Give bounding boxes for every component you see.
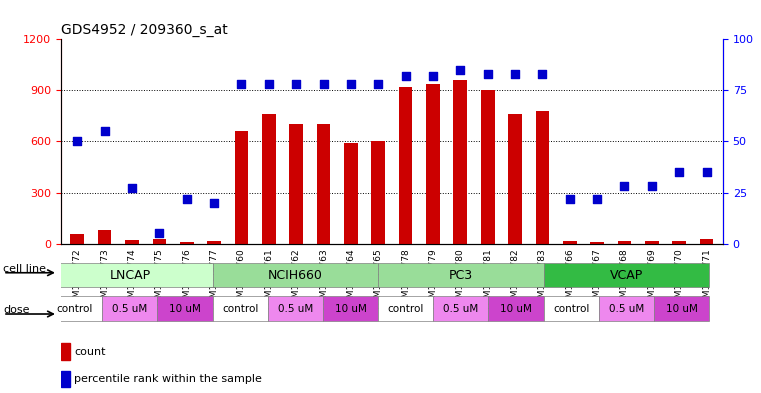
FancyBboxPatch shape [47, 296, 102, 321]
Bar [125, 240, 139, 244]
Point [482, 71, 494, 77]
Text: GDS4952 / 209360_s_at: GDS4952 / 209360_s_at [61, 23, 228, 37]
Bar [672, 241, 686, 244]
Text: 0.5 uM: 0.5 uM [609, 303, 644, 314]
Point [208, 200, 220, 206]
Text: control: control [387, 303, 424, 314]
Point [126, 185, 138, 192]
Text: 10 uM: 10 uM [666, 303, 698, 314]
Bar [98, 230, 112, 244]
Bar [317, 125, 330, 244]
FancyBboxPatch shape [47, 263, 212, 287]
Text: 10 uM: 10 uM [500, 303, 532, 314]
Text: control: control [553, 303, 590, 314]
Bar [399, 87, 412, 244]
FancyBboxPatch shape [378, 296, 433, 321]
Text: percentile rank within the sample: percentile rank within the sample [75, 374, 262, 384]
Text: VCAP: VCAP [610, 268, 643, 282]
Text: PC3: PC3 [449, 268, 473, 282]
Point [99, 128, 111, 134]
Bar [71, 234, 84, 244]
Point [509, 71, 521, 77]
Point [372, 81, 384, 87]
Text: NCIH660: NCIH660 [268, 268, 323, 282]
FancyBboxPatch shape [102, 296, 158, 321]
Bar [481, 90, 495, 244]
Text: 0.5 uM: 0.5 uM [112, 303, 148, 314]
Bar [180, 242, 193, 244]
Text: 0.5 uM: 0.5 uM [278, 303, 313, 314]
Text: cell line: cell line [3, 264, 46, 274]
Point [427, 73, 439, 79]
Bar [289, 125, 303, 244]
Text: control: control [222, 303, 259, 314]
Text: dose: dose [3, 305, 30, 315]
Bar [645, 241, 659, 244]
Text: count: count [75, 347, 106, 357]
FancyBboxPatch shape [654, 296, 709, 321]
Point [454, 67, 466, 73]
Bar [61, 343, 70, 360]
Point [646, 183, 658, 189]
FancyBboxPatch shape [212, 296, 268, 321]
Bar [371, 141, 385, 244]
Point [537, 71, 549, 77]
Point [591, 196, 603, 202]
Point [619, 183, 631, 189]
Text: 0.5 uM: 0.5 uM [443, 303, 479, 314]
Bar [563, 241, 577, 244]
Bar [234, 131, 248, 244]
Bar [508, 114, 522, 244]
FancyBboxPatch shape [599, 296, 654, 321]
Point [317, 81, 330, 87]
Point [700, 169, 712, 175]
Point [564, 196, 576, 202]
FancyBboxPatch shape [158, 296, 212, 321]
Point [345, 81, 357, 87]
FancyBboxPatch shape [489, 296, 543, 321]
FancyBboxPatch shape [212, 263, 378, 287]
FancyBboxPatch shape [268, 296, 323, 321]
Bar [426, 84, 440, 244]
Bar [61, 371, 70, 387]
FancyBboxPatch shape [323, 296, 378, 321]
Bar [344, 143, 358, 244]
Text: LNCAP: LNCAP [110, 268, 151, 282]
Point [153, 230, 165, 237]
Point [180, 196, 193, 202]
Text: 10 uM: 10 uM [335, 303, 367, 314]
Bar [618, 241, 632, 244]
Bar [454, 80, 467, 244]
Point [673, 169, 685, 175]
Bar [152, 239, 166, 244]
FancyBboxPatch shape [543, 263, 709, 287]
Bar [262, 114, 275, 244]
Point [263, 81, 275, 87]
Bar [207, 241, 221, 244]
FancyBboxPatch shape [378, 263, 543, 287]
Text: 10 uM: 10 uM [169, 303, 201, 314]
Text: control: control [56, 303, 93, 314]
FancyBboxPatch shape [433, 296, 489, 321]
Point [400, 73, 412, 79]
Point [72, 138, 84, 145]
FancyBboxPatch shape [543, 296, 599, 321]
Bar [591, 242, 604, 244]
Bar [699, 239, 713, 244]
Bar [536, 111, 549, 244]
Point [235, 81, 247, 87]
Point [290, 81, 302, 87]
